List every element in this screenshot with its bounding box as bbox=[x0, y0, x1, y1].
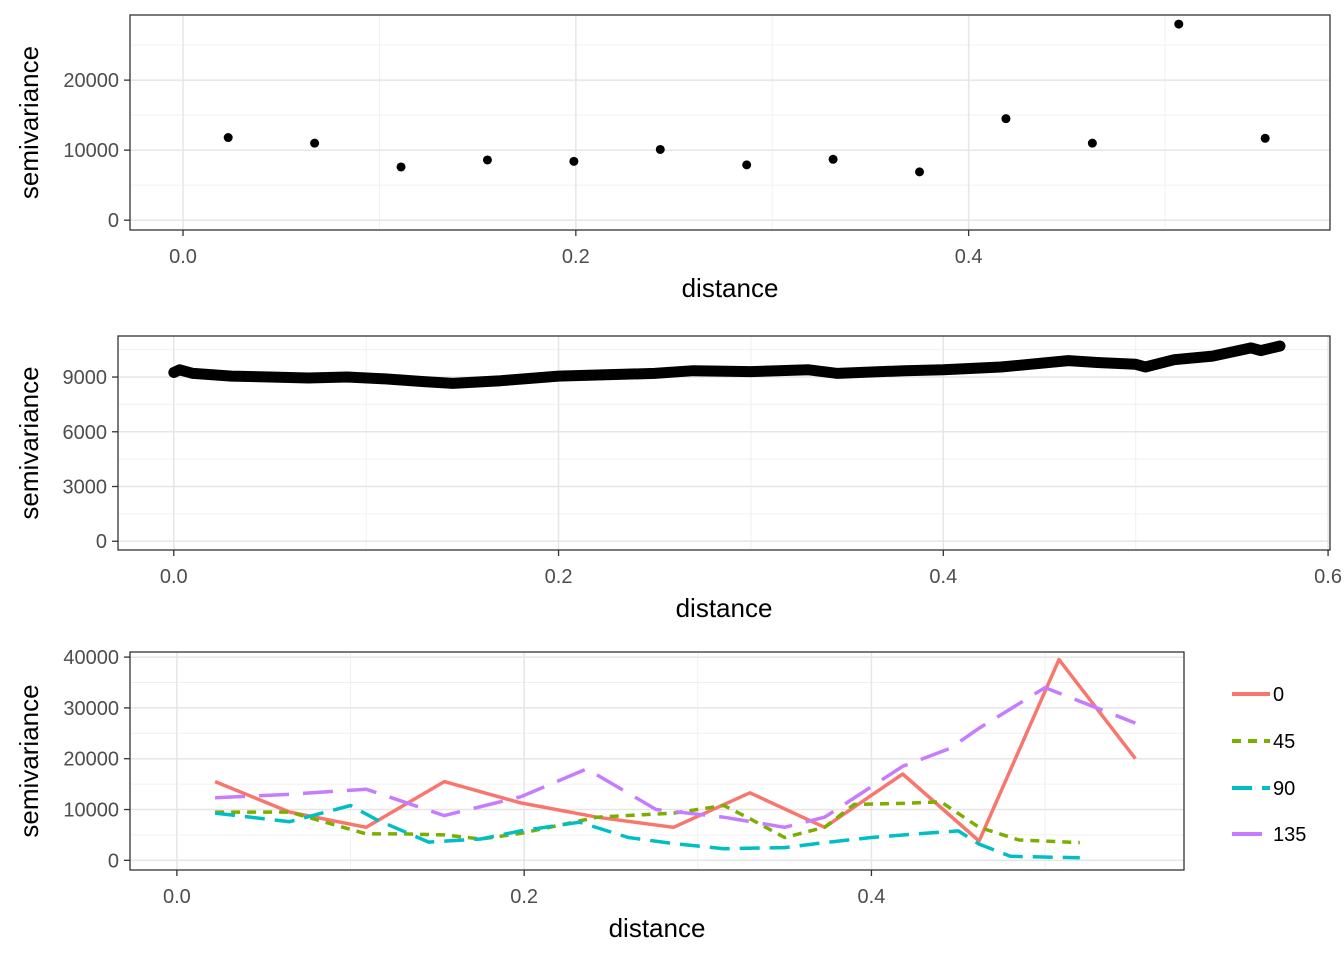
data-point bbox=[1001, 114, 1011, 124]
x-tick-label: 0.4 bbox=[858, 886, 886, 908]
y-tick-label: 3000 bbox=[63, 477, 108, 499]
data-point bbox=[1087, 138, 1097, 148]
plot-data bbox=[223, 19, 1270, 177]
y-tick-label: 20000 bbox=[63, 749, 119, 771]
x-tick-label: 0.2 bbox=[510, 886, 538, 908]
plot-data bbox=[168, 340, 1286, 389]
data-point bbox=[569, 156, 579, 166]
series-line-0 bbox=[214, 657, 1137, 843]
y-tick-label: 20000 bbox=[63, 70, 119, 92]
data-point bbox=[655, 144, 665, 154]
panel-2: 0.0 0.2 0.4 0.6 0 3000 6000 9000 distance semivar… bbox=[14, 335, 1342, 623]
data-point bbox=[828, 154, 838, 164]
x-axis-title: distance bbox=[609, 913, 706, 943]
x-tick-label: 0.0 bbox=[163, 886, 191, 908]
y-tick-label: 10000 bbox=[63, 800, 119, 822]
x-tick-label: 0.2 bbox=[545, 566, 573, 588]
y-tick-label: 40000 bbox=[63, 647, 119, 669]
legend-label-135: 135 bbox=[1273, 824, 1306, 846]
data-point bbox=[396, 162, 406, 172]
legend: 0 45 90 135 bbox=[1232, 684, 1306, 846]
data-point bbox=[482, 155, 492, 165]
y-tick-label: 9000 bbox=[63, 367, 108, 389]
series-line-45 bbox=[215, 800, 1080, 845]
panel-3: 0.0 0.2 0.4 0 10000 20000 30000 40000 distance se… bbox=[14, 647, 1306, 943]
data-point bbox=[742, 160, 752, 170]
series-line-90 bbox=[214, 803, 1080, 860]
y-tick-label: 6000 bbox=[63, 422, 108, 444]
data-point bbox=[1174, 19, 1184, 29]
x-tick-label: 0.2 bbox=[562, 246, 590, 268]
data-line bbox=[168, 340, 1286, 389]
x-axis-title: distance bbox=[676, 593, 773, 623]
y-axis-title: semivariance bbox=[14, 684, 44, 837]
x-tick-label: 0.4 bbox=[955, 246, 983, 268]
legend-label-45: 45 bbox=[1273, 731, 1295, 753]
data-point bbox=[310, 138, 320, 148]
x-axis-title: distance bbox=[682, 273, 779, 303]
legend-label-0: 0 bbox=[1273, 684, 1284, 706]
legend-label-90: 90 bbox=[1273, 778, 1295, 800]
y-tick-label: 0 bbox=[96, 531, 107, 553]
y-tick-label: 10000 bbox=[63, 140, 119, 162]
panel-1: 0.0 0.2 0.4 0 10000 20000 distance semivariance bbox=[14, 14, 1331, 303]
data-point bbox=[223, 133, 233, 143]
panel-border bbox=[117, 335, 1331, 551]
y-axis-title: semivariance bbox=[14, 46, 44, 199]
y-tick-label: 0 bbox=[108, 210, 119, 232]
plot-data bbox=[214, 657, 1137, 860]
x-tick-label: 0.0 bbox=[160, 566, 188, 588]
x-tick-label: 0.6 bbox=[1314, 566, 1342, 588]
panel-border bbox=[129, 14, 1331, 231]
y-axis-title: semivariance bbox=[14, 366, 44, 519]
x-tick-label: 0.0 bbox=[169, 246, 197, 268]
data-point bbox=[1260, 133, 1270, 143]
x-tick-label: 0.4 bbox=[929, 566, 957, 588]
y-tick-label: 0 bbox=[108, 850, 119, 872]
y-tick-label: 30000 bbox=[63, 698, 119, 720]
panel-border bbox=[129, 651, 1185, 871]
series-line-135 bbox=[215, 685, 1137, 830]
data-point bbox=[915, 167, 925, 177]
